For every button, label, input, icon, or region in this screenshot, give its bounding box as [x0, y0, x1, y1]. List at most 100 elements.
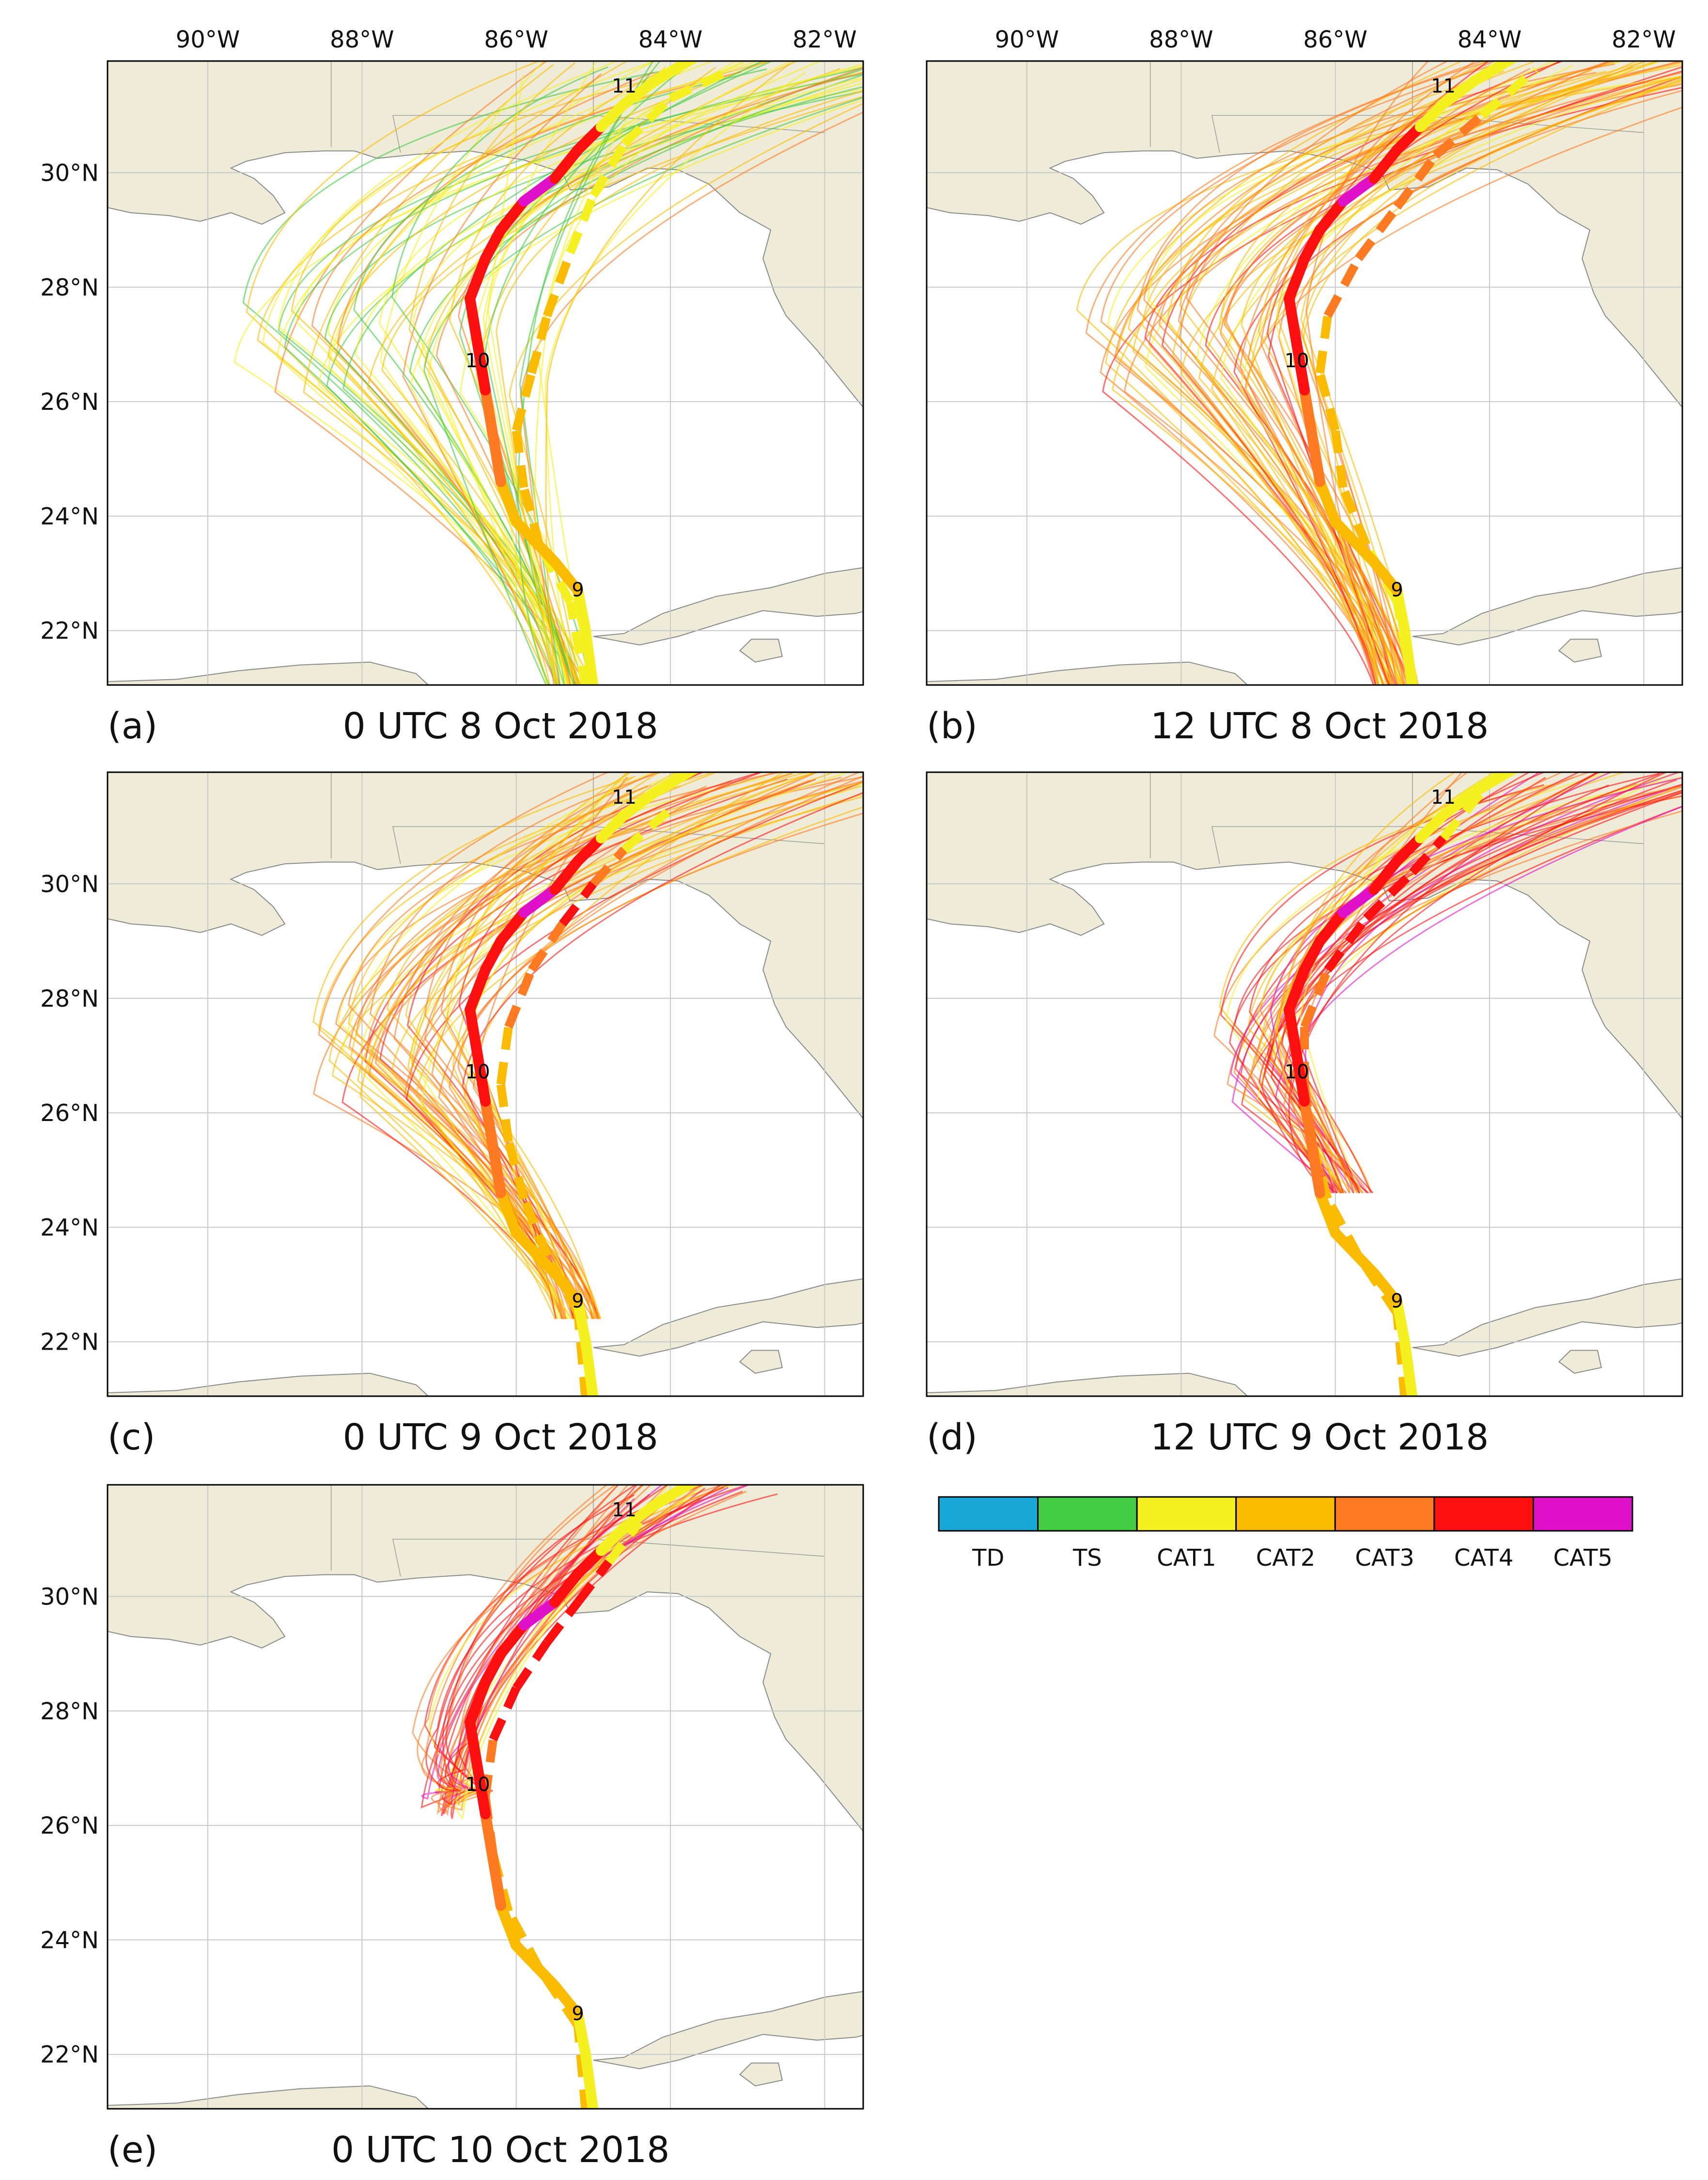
ensemble-member-track [1240, 62, 1555, 685]
best-track-segment [595, 810, 630, 843]
mean-track-segment [1409, 835, 1447, 875]
best-track-segment [1330, 516, 1380, 567]
isla-juventud-land [1558, 1350, 1602, 1374]
ensemble-member-track [445, 772, 632, 1319]
best-track-segment [1299, 224, 1325, 264]
cuba-land [593, 1991, 863, 2070]
best-track-segment [465, 1004, 483, 1061]
ensemble-member-track [1289, 773, 1660, 1194]
ensemble-member-track [423, 96, 863, 685]
best-track-segment [549, 1980, 584, 2020]
ensemble-member-track [408, 62, 576, 685]
mean-track-segment [1331, 429, 1348, 488]
day-label: 11 [1431, 786, 1456, 809]
panel-time-caption: 0 UTC 9 Oct 2018 [343, 1417, 658, 1458]
best-track-segment [1306, 1141, 1325, 1199]
best-track-segment [472, 339, 491, 396]
map-frame [107, 771, 864, 1397]
best-track-segment [495, 1900, 522, 1951]
state-border [1211, 772, 1413, 864]
florida-keys [879, 1880, 948, 1902]
lat-tick-label: 26°N [40, 389, 99, 416]
day-label: 10 [1285, 1061, 1309, 1083]
best-track-segment [573, 1296, 591, 1347]
day-label: 10 [1285, 350, 1309, 372]
mean-track-segment [520, 1197, 551, 1258]
mean-track-segment [621, 806, 673, 853]
map-frame [926, 771, 1683, 1397]
best-track-segment [619, 787, 661, 821]
best-track-segment [619, 76, 661, 109]
ensemble-member-track [1258, 61, 1509, 685]
panel-time-caption: 0 UTC 8 Oct 2018 [343, 705, 658, 747]
best-track-segment [487, 430, 506, 487]
ensemble-member-track [379, 778, 788, 1319]
day-label: 10 [466, 1061, 490, 1083]
isla-juventud-land [1558, 638, 1602, 663]
best-track-segment [495, 476, 522, 528]
ensemble-member-track [496, 90, 863, 685]
lat-tick-label: 24°N [40, 1927, 99, 1954]
mean-track-segment [1354, 1253, 1401, 1316]
mean-track-segment [590, 846, 628, 887]
ensemble-member-track [1225, 72, 1682, 685]
mean-track-segment [1315, 315, 1332, 374]
mean-track-segment [1316, 372, 1340, 432]
panel-letter: (d) [927, 1417, 978, 1458]
best-track-segment [480, 1648, 506, 1688]
best-track-segment [511, 1228, 560, 1278]
ensemble-member-track [359, 777, 633, 1320]
ensemble-member-track [545, 63, 791, 685]
florida-keys [1698, 456, 1708, 479]
day-label: 11 [612, 75, 637, 97]
best-track-segment [1314, 907, 1349, 947]
best-track-segment [1299, 385, 1318, 441]
best-track-segment [1392, 832, 1426, 867]
ensemble-member-track [460, 772, 815, 1319]
mean-track-segment [1300, 968, 1332, 1029]
day-label: 11 [612, 1499, 637, 1521]
map-frame [107, 60, 864, 686]
lat-tick-label: 26°N [40, 1812, 99, 1839]
isla-juventud-land [739, 638, 783, 663]
lon-tick-label: 86°W [1303, 26, 1367, 53]
lat-tick-label: 22°N [40, 618, 99, 645]
day-label: 9 [1391, 579, 1403, 601]
colorbar-label: CAT1 [1157, 1544, 1216, 1572]
panels-layer: 9 10 11 90°W 88°W 86°W 84°W 82°W 30°N 28°N 26°N 24°… [40, 26, 1708, 2171]
ensemble-member-track [1300, 772, 1499, 1194]
best-track-segment [573, 121, 606, 156]
ensemble-member-track [328, 772, 795, 1320]
best-track-segment [650, 61, 699, 87]
lon-tick-label: 90°W [176, 26, 240, 53]
colorbar-label: CAT2 [1256, 1544, 1315, 1572]
best-track-segment [619, 1499, 661, 1533]
lat-tick-label: 24°N [40, 1214, 99, 1241]
lon-tick-label: 86°W [484, 26, 548, 53]
ensemble-member-track [402, 73, 602, 685]
best-track-segment [573, 832, 606, 867]
ensemble-member-track [455, 1485, 680, 1808]
lat-tick-label: 28°N [40, 274, 99, 301]
mean-track-segment [504, 968, 536, 1029]
ensemble-member-track [434, 1485, 617, 1792]
mean-track-segment [668, 65, 734, 102]
ensemble-member-track [246, 61, 549, 685]
best-track-segment [650, 772, 699, 798]
best-track-segment [1414, 98, 1449, 132]
best-track [465, 61, 699, 685]
best-track-segment [472, 1762, 491, 1820]
best-track-segment [495, 1619, 529, 1659]
lat-tick-label: 22°N [40, 2041, 99, 2069]
best-track-segment [1368, 856, 1403, 895]
map-frame [107, 1484, 864, 2110]
panel-time-caption: 0 UTC 10 Oct 2018 [331, 2129, 669, 2171]
ensemble-member-track [1268, 61, 1490, 685]
map-panel: 9 10 11 30°N 28°N 26°N 24°N 22°N (e) 0 UTC 10 Oct… [40, 1484, 948, 2171]
ensemble-member-track [517, 61, 661, 685]
mean-track-segment [481, 1739, 497, 1798]
best-track-segment [1392, 121, 1426, 156]
best-track-segment [480, 385, 498, 441]
best-track-segment [1314, 196, 1349, 235]
ensemble-member-track [458, 72, 863, 685]
